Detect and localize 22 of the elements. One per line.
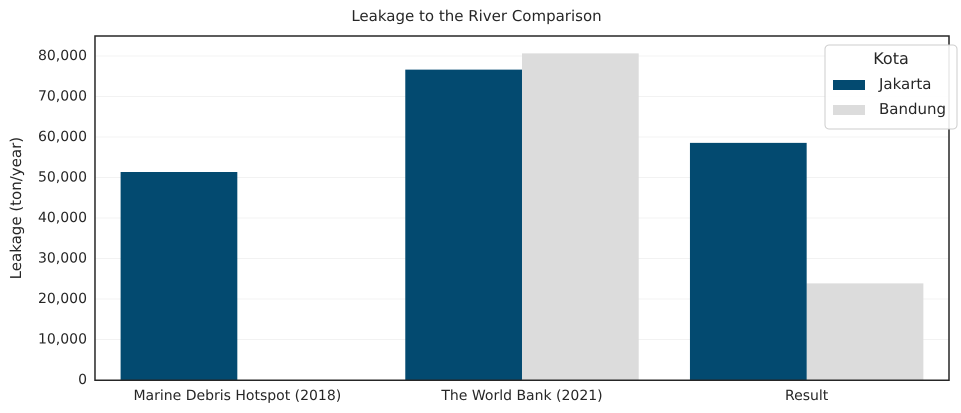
x-tick-label: Result xyxy=(785,388,829,404)
y-tick-label: 0 xyxy=(78,372,87,388)
legend-label: Bandung xyxy=(879,100,946,118)
legend-title: Kota xyxy=(873,49,909,68)
x-tick-label: The World Bank (2021) xyxy=(440,388,603,404)
bar xyxy=(120,172,238,380)
y-tick-label: 10,000 xyxy=(38,331,87,348)
bar xyxy=(690,142,807,380)
y-tick-label: 20,000 xyxy=(38,290,87,307)
bar xyxy=(405,70,522,380)
y-tick-label: 40,000 xyxy=(38,210,87,226)
legend-label: Jakarta xyxy=(878,74,932,93)
y-tick-label: 30,000 xyxy=(38,250,87,266)
y-tick-label: 80,000 xyxy=(38,48,87,64)
bar xyxy=(522,53,639,380)
bar xyxy=(806,283,924,380)
chart-title: Leakage to the River Comparison xyxy=(351,6,602,25)
x-tick-label: Marine Debris Hotspot (2018) xyxy=(133,388,342,404)
y-tick-label: 60,000 xyxy=(38,128,87,145)
y-tick-label: 70,000 xyxy=(38,88,87,104)
y-tick-label: 50,000 xyxy=(38,169,87,186)
y-axis-title: Leakage (ton/year) xyxy=(6,136,25,280)
